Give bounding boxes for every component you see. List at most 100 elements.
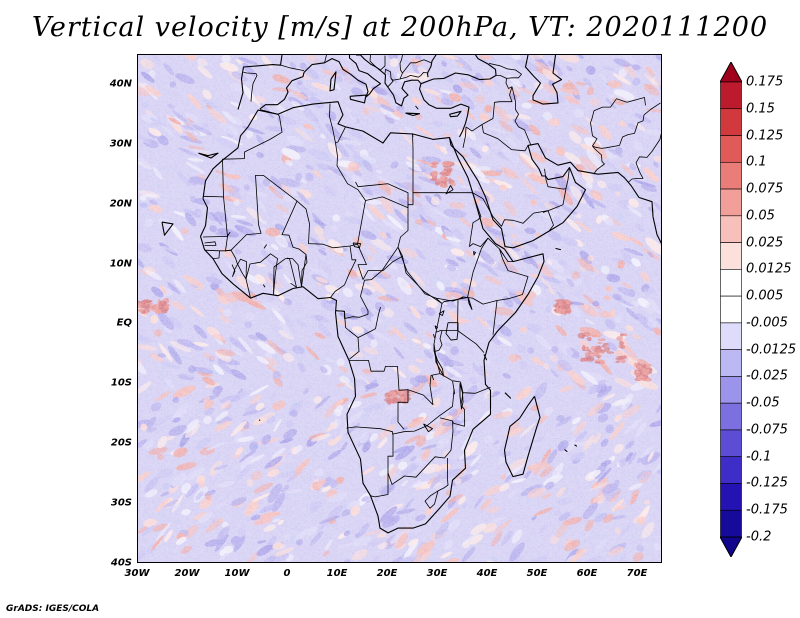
country-border (481, 124, 529, 152)
lake-outline (467, 297, 473, 310)
colorbar-level-label: 0.025 (746, 235, 784, 251)
field-speckle (138, 55, 661, 562)
colorbar-band (720, 376, 742, 404)
colorbar-band (720, 161, 742, 190)
country-border (424, 458, 449, 509)
country-border (346, 297, 455, 435)
colorbar-band (720, 295, 742, 324)
coastline (504, 392, 512, 399)
lat-tick-label: 40N (109, 78, 132, 90)
country-border (329, 103, 336, 144)
lake-outline (433, 333, 435, 339)
credit-text: GrADS: IGES/COLA (6, 604, 100, 614)
country-border (245, 253, 307, 299)
colorbar-level-label: 0.175 (746, 74, 784, 90)
chart-title: Vertical velocity [m/s] at 200hPa, VT: 2… (31, 12, 769, 43)
country-border (387, 420, 454, 485)
lakes (263, 105, 476, 433)
coastline (405, 112, 421, 117)
country-border (418, 72, 429, 78)
lat-tick-label: 30N (109, 138, 132, 150)
colorbar-level-label: -0.075 (746, 422, 788, 438)
coastline (483, 354, 488, 361)
country-border (387, 78, 394, 87)
coastline (574, 444, 578, 447)
country-border (369, 473, 389, 498)
coastline (356, 55, 470, 138)
coastline (555, 247, 562, 251)
colorbar-band (720, 215, 742, 243)
country-border (402, 59, 432, 74)
country-border (544, 168, 567, 190)
colorbar-level-label: -0.175 (746, 502, 788, 518)
lake-outline (445, 185, 454, 195)
lon-tick-label: 20W (174, 568, 200, 579)
country-border (286, 257, 297, 288)
country-border (365, 196, 505, 304)
country-border (330, 245, 357, 298)
country-border (204, 241, 217, 246)
colorbar-level-label: 0.15 (746, 101, 775, 117)
country-border (369, 55, 386, 71)
coastline (420, 55, 497, 85)
lat-tick-label: EQ (116, 317, 132, 329)
coastline (349, 94, 367, 104)
lake-outline (433, 344, 444, 377)
colorbar-band (720, 402, 742, 431)
lat-tick-label: 30S (110, 497, 132, 509)
coastline (161, 221, 174, 236)
lon-tick-label: 20E (376, 568, 398, 579)
colorbar-level-label: -0.125 (746, 475, 788, 491)
colorbar-top-arrow (720, 62, 742, 83)
map-plot-area (137, 54, 662, 563)
colorbar-bottom-arrow (720, 536, 742, 557)
lake-outline (473, 251, 476, 256)
lon-tick-label: 30E (426, 568, 448, 579)
country-border (472, 192, 554, 232)
colorbar-level-label: -0.1 (746, 449, 772, 465)
country-border (204, 249, 220, 259)
country-border (434, 330, 443, 352)
lon-tick-label: 50E (526, 568, 548, 579)
coastline (258, 419, 261, 421)
colorbar-band (720, 322, 742, 350)
country-border (202, 231, 231, 238)
coastline (564, 449, 568, 452)
colorbar-level-label: -0.025 (746, 368, 788, 384)
country-border (244, 114, 283, 159)
lat-tick-label: 40S (110, 557, 132, 569)
lake-outline (263, 244, 267, 249)
country-border (499, 248, 513, 262)
lat-tick-label: 20S (110, 437, 132, 449)
lake-outline (434, 325, 438, 330)
country-border (281, 200, 308, 287)
colorbar-level-label: 0.075 (746, 181, 784, 197)
colorbar-band (720, 188, 742, 217)
colorbar-band (720, 242, 742, 270)
colorbar-level-label: 0.005 (746, 288, 784, 304)
map-canvas (138, 55, 661, 562)
lon-tick-label: 70E (626, 568, 648, 579)
country-border (465, 86, 513, 132)
country-border (223, 126, 366, 252)
country-border (243, 72, 258, 102)
colorbar-band (720, 509, 742, 538)
country-border (412, 133, 414, 193)
lake-outline (453, 389, 455, 395)
coastline (503, 395, 541, 478)
lake-outline (352, 242, 361, 249)
country-border (399, 75, 419, 80)
lat-tick-label: 20N (109, 198, 132, 210)
lake-outline (459, 383, 464, 410)
colorbar-level-label: 0.125 (746, 128, 784, 144)
country-border (259, 109, 279, 115)
country-border (357, 306, 381, 338)
country-border (511, 86, 532, 146)
coastline (303, 55, 382, 98)
colorbar-band (720, 456, 742, 484)
country-border (496, 258, 529, 301)
country-border (627, 133, 661, 183)
lake-outline (445, 322, 459, 341)
lon-tick-label: 30W (124, 568, 150, 579)
country-border (362, 255, 403, 280)
